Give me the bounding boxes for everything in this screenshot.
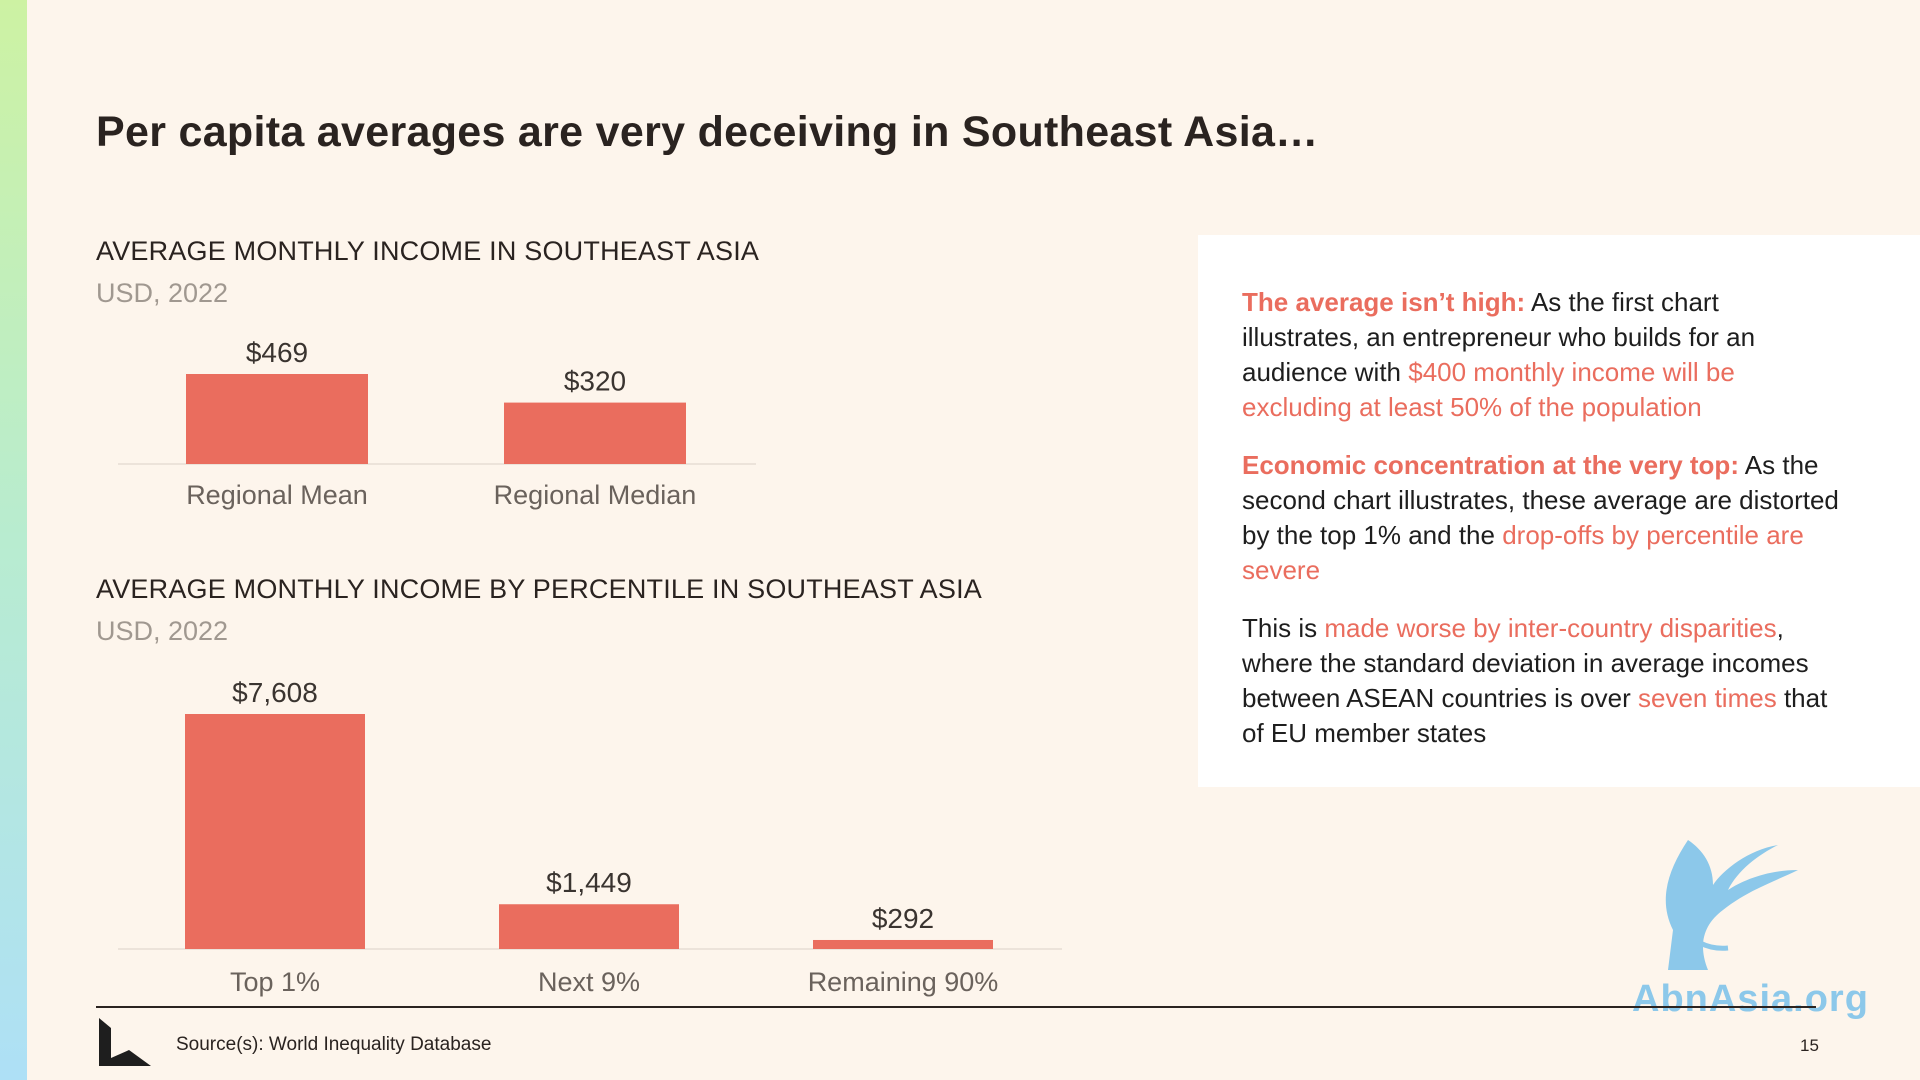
source-citation: Source(s): World Inequality Database: [176, 1034, 492, 1055]
bar-value-label: $320: [564, 366, 626, 397]
note-paragraph-average: The average isn’t high: As the first cha…: [1242, 285, 1842, 425]
bar-1: [499, 904, 679, 949]
note-highlight: $400 monthly income will be excluding at…: [1242, 357, 1735, 422]
page-number: 15: [1800, 1036, 1819, 1055]
bar-2: [813, 939, 993, 949]
watermark-logo: AbnAsia.org: [1628, 830, 1920, 1030]
category-label: Regional Mean: [186, 480, 368, 510]
chart1-title: AVERAGE MONTHLY INCOME IN SOUTHEAST ASIA: [96, 236, 760, 266]
note-lead: Economic concentration at the very top:: [1242, 450, 1739, 480]
bar-value-label: $469: [246, 337, 308, 368]
bar-0: [185, 714, 365, 949]
notes-panel: The average isn’t high: As the first cha…: [1198, 235, 1920, 787]
eagle-icon: [1665, 840, 1798, 970]
note-text: This is: [1242, 613, 1325, 643]
note-text: , where the standard deviation in averag…: [1242, 613, 1809, 713]
category-label: Remaining 90%: [808, 967, 999, 997]
footer-divider: [96, 1006, 1816, 1008]
note-lead: The average isn’t high:: [1242, 287, 1526, 317]
bar-value-label: $292: [872, 903, 934, 934]
note-text: that of EU member states: [1242, 683, 1828, 748]
note-highlight: drop-offs by percentile are severe: [1242, 520, 1804, 585]
category-label: Regional Median: [494, 480, 697, 510]
note-paragraph-disparities: This is made worse by inter-country disp…: [1242, 611, 1842, 751]
watermark-text: AbnAsia.org: [1632, 978, 1869, 1020]
note-highlight: seven times: [1637, 683, 1777, 713]
category-label: Top 1%: [230, 967, 320, 997]
bar-value-label: $7,608: [232, 677, 318, 708]
chart2-subtitle: USD, 2022: [96, 616, 229, 646]
note-highlight: made worse by inter-country disparities: [1324, 613, 1777, 643]
note-paragraph-concentration: Economic concentration at the very top: …: [1242, 448, 1842, 588]
bar-0: [186, 374, 368, 464]
left-gradient-strip: [0, 0, 27, 1080]
company-logo-icon: [99, 1018, 151, 1066]
category-label: Next 9%: [538, 967, 640, 997]
note-text: As the second chart illustrates, these a…: [1242, 450, 1839, 550]
bar-1: [504, 402, 686, 464]
chart1-subtitle: USD, 2022: [96, 278, 229, 308]
chart2-title: AVERAGE MONTHLY INCOME BY PERCENTILE IN …: [96, 574, 983, 604]
note-text: As the first chart illustrates, an entre…: [1242, 287, 1756, 387]
bar-value-label: $1,449: [546, 867, 632, 898]
slide-title: Per capita averages are very deceiving i…: [96, 108, 1319, 156]
